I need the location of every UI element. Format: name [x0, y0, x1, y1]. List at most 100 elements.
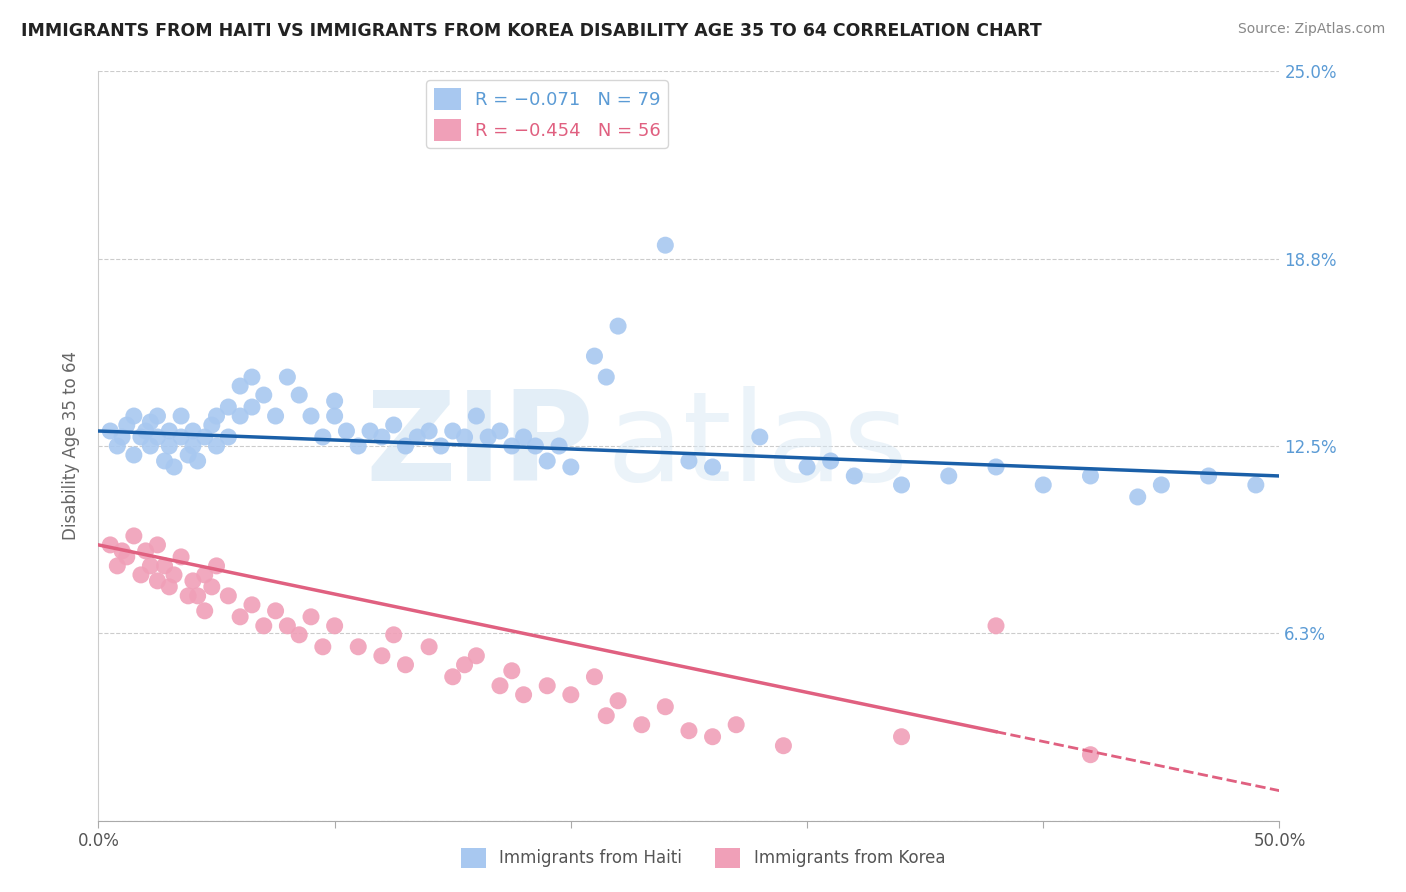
Point: [111, 544, 134, 558]
Point: [146, 430, 169, 444]
Point: [157, 439, 180, 453]
Point: [276, 370, 298, 384]
Point: [229, 409, 252, 423]
Point: [229, 379, 252, 393]
Text: Source: ZipAtlas.com: Source: ZipAtlas.com: [1237, 22, 1385, 37]
Point: [264, 604, 287, 618]
Point: [201, 580, 224, 594]
Point: [194, 430, 217, 444]
Point: [371, 430, 394, 444]
Point: [1150, 478, 1173, 492]
Point: [299, 409, 322, 423]
Point: [501, 664, 523, 678]
Point: [347, 439, 370, 453]
Point: [157, 580, 180, 594]
Point: [465, 409, 488, 423]
Point: [177, 589, 200, 603]
Point: [170, 409, 193, 423]
Point: [1032, 478, 1054, 492]
Point: [430, 439, 453, 453]
Point: [122, 529, 145, 543]
Point: [371, 648, 394, 663]
Text: IMMIGRANTS FROM HAITI VS IMMIGRANTS FROM KOREA DISABILITY AGE 35 TO 64 CORRELATI: IMMIGRANTS FROM HAITI VS IMMIGRANTS FROM…: [21, 22, 1042, 40]
Point: [489, 424, 512, 438]
Point: [1198, 469, 1220, 483]
Point: [323, 409, 346, 423]
Point: [170, 430, 193, 444]
Point: [1080, 747, 1102, 762]
Point: [382, 628, 405, 642]
Point: [382, 417, 405, 432]
Point: [105, 439, 128, 453]
Point: [453, 430, 475, 444]
Point: [201, 417, 224, 432]
Point: [139, 439, 162, 453]
Point: [984, 460, 1007, 475]
Point: [406, 430, 429, 444]
Point: [217, 589, 239, 603]
Point: [335, 424, 357, 438]
Point: [153, 454, 176, 468]
Point: [115, 549, 138, 564]
Point: [98, 538, 121, 552]
Point: [984, 619, 1007, 633]
Point: [170, 549, 193, 564]
Point: [512, 430, 534, 444]
Point: [595, 370, 617, 384]
Point: [560, 688, 582, 702]
Point: [890, 730, 912, 744]
Point: [595, 708, 617, 723]
Point: [111, 430, 134, 444]
Point: [441, 670, 464, 684]
Point: [772, 739, 794, 753]
Point: [240, 370, 263, 384]
Point: [583, 670, 606, 684]
Point: [105, 558, 128, 573]
Point: [312, 640, 335, 654]
Point: [702, 730, 724, 744]
Point: [536, 679, 558, 693]
Point: [253, 388, 276, 402]
Point: [181, 574, 204, 588]
Point: [288, 628, 311, 642]
Point: [654, 699, 676, 714]
Legend: R = −0.071   N = 79, R = −0.454   N = 56: R = −0.071 N = 79, R = −0.454 N = 56: [426, 80, 668, 148]
Point: [512, 688, 534, 702]
Point: [288, 388, 311, 402]
Point: [418, 424, 440, 438]
Point: [394, 439, 416, 453]
Point: [489, 679, 512, 693]
Text: atlas: atlas: [606, 385, 908, 507]
Point: [524, 439, 547, 453]
Point: [139, 558, 162, 573]
Point: [187, 589, 209, 603]
Point: [146, 538, 169, 552]
Point: [205, 439, 228, 453]
Point: [844, 469, 866, 483]
Point: [157, 424, 180, 438]
Point: [129, 567, 152, 582]
Point: [1244, 478, 1267, 492]
Point: [477, 430, 499, 444]
Point: [748, 430, 770, 444]
Point: [347, 640, 370, 654]
Legend: Immigrants from Haiti, Immigrants from Korea: Immigrants from Haiti, Immigrants from K…: [454, 841, 952, 875]
Point: [139, 415, 162, 429]
Point: [441, 424, 464, 438]
Text: ZIP: ZIP: [366, 385, 595, 507]
Point: [205, 409, 228, 423]
Point: [146, 409, 169, 423]
Point: [536, 454, 558, 468]
Point: [702, 460, 724, 475]
Point: [122, 409, 145, 423]
Point: [135, 424, 157, 438]
Point: [548, 439, 571, 453]
Point: [240, 400, 263, 414]
Point: [146, 574, 169, 588]
Point: [820, 454, 842, 468]
Point: [122, 448, 145, 462]
Point: [394, 657, 416, 672]
Point: [181, 424, 204, 438]
Point: [163, 460, 186, 475]
Point: [501, 439, 523, 453]
